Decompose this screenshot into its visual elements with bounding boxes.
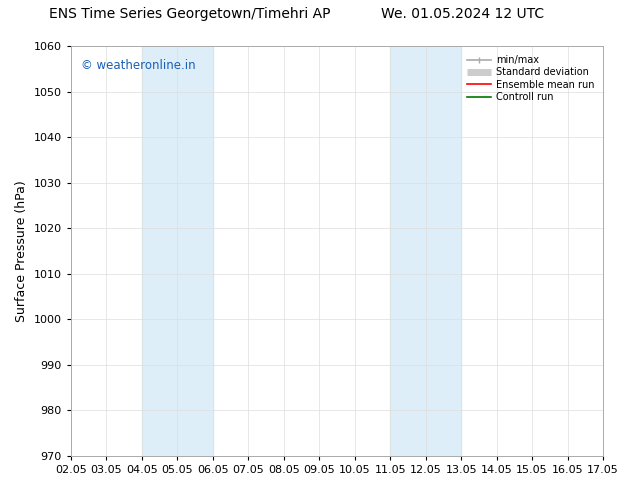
Legend: min/max, Standard deviation, Ensemble mean run, Controll run: min/max, Standard deviation, Ensemble me… [463, 51, 598, 106]
Bar [390, 46, 461, 456]
Text: We. 01.05.2024 12 UTC: We. 01.05.2024 12 UTC [381, 7, 545, 22]
Y-axis label: Surface Pressure (hPa): Surface Pressure (hPa) [15, 180, 28, 322]
Text: © weatheronline.in: © weatheronline.in [81, 58, 196, 72]
Bar [141, 46, 212, 456]
Text: ENS Time Series Georgetown/Timehri AP: ENS Time Series Georgetown/Timehri AP [49, 7, 331, 22]
